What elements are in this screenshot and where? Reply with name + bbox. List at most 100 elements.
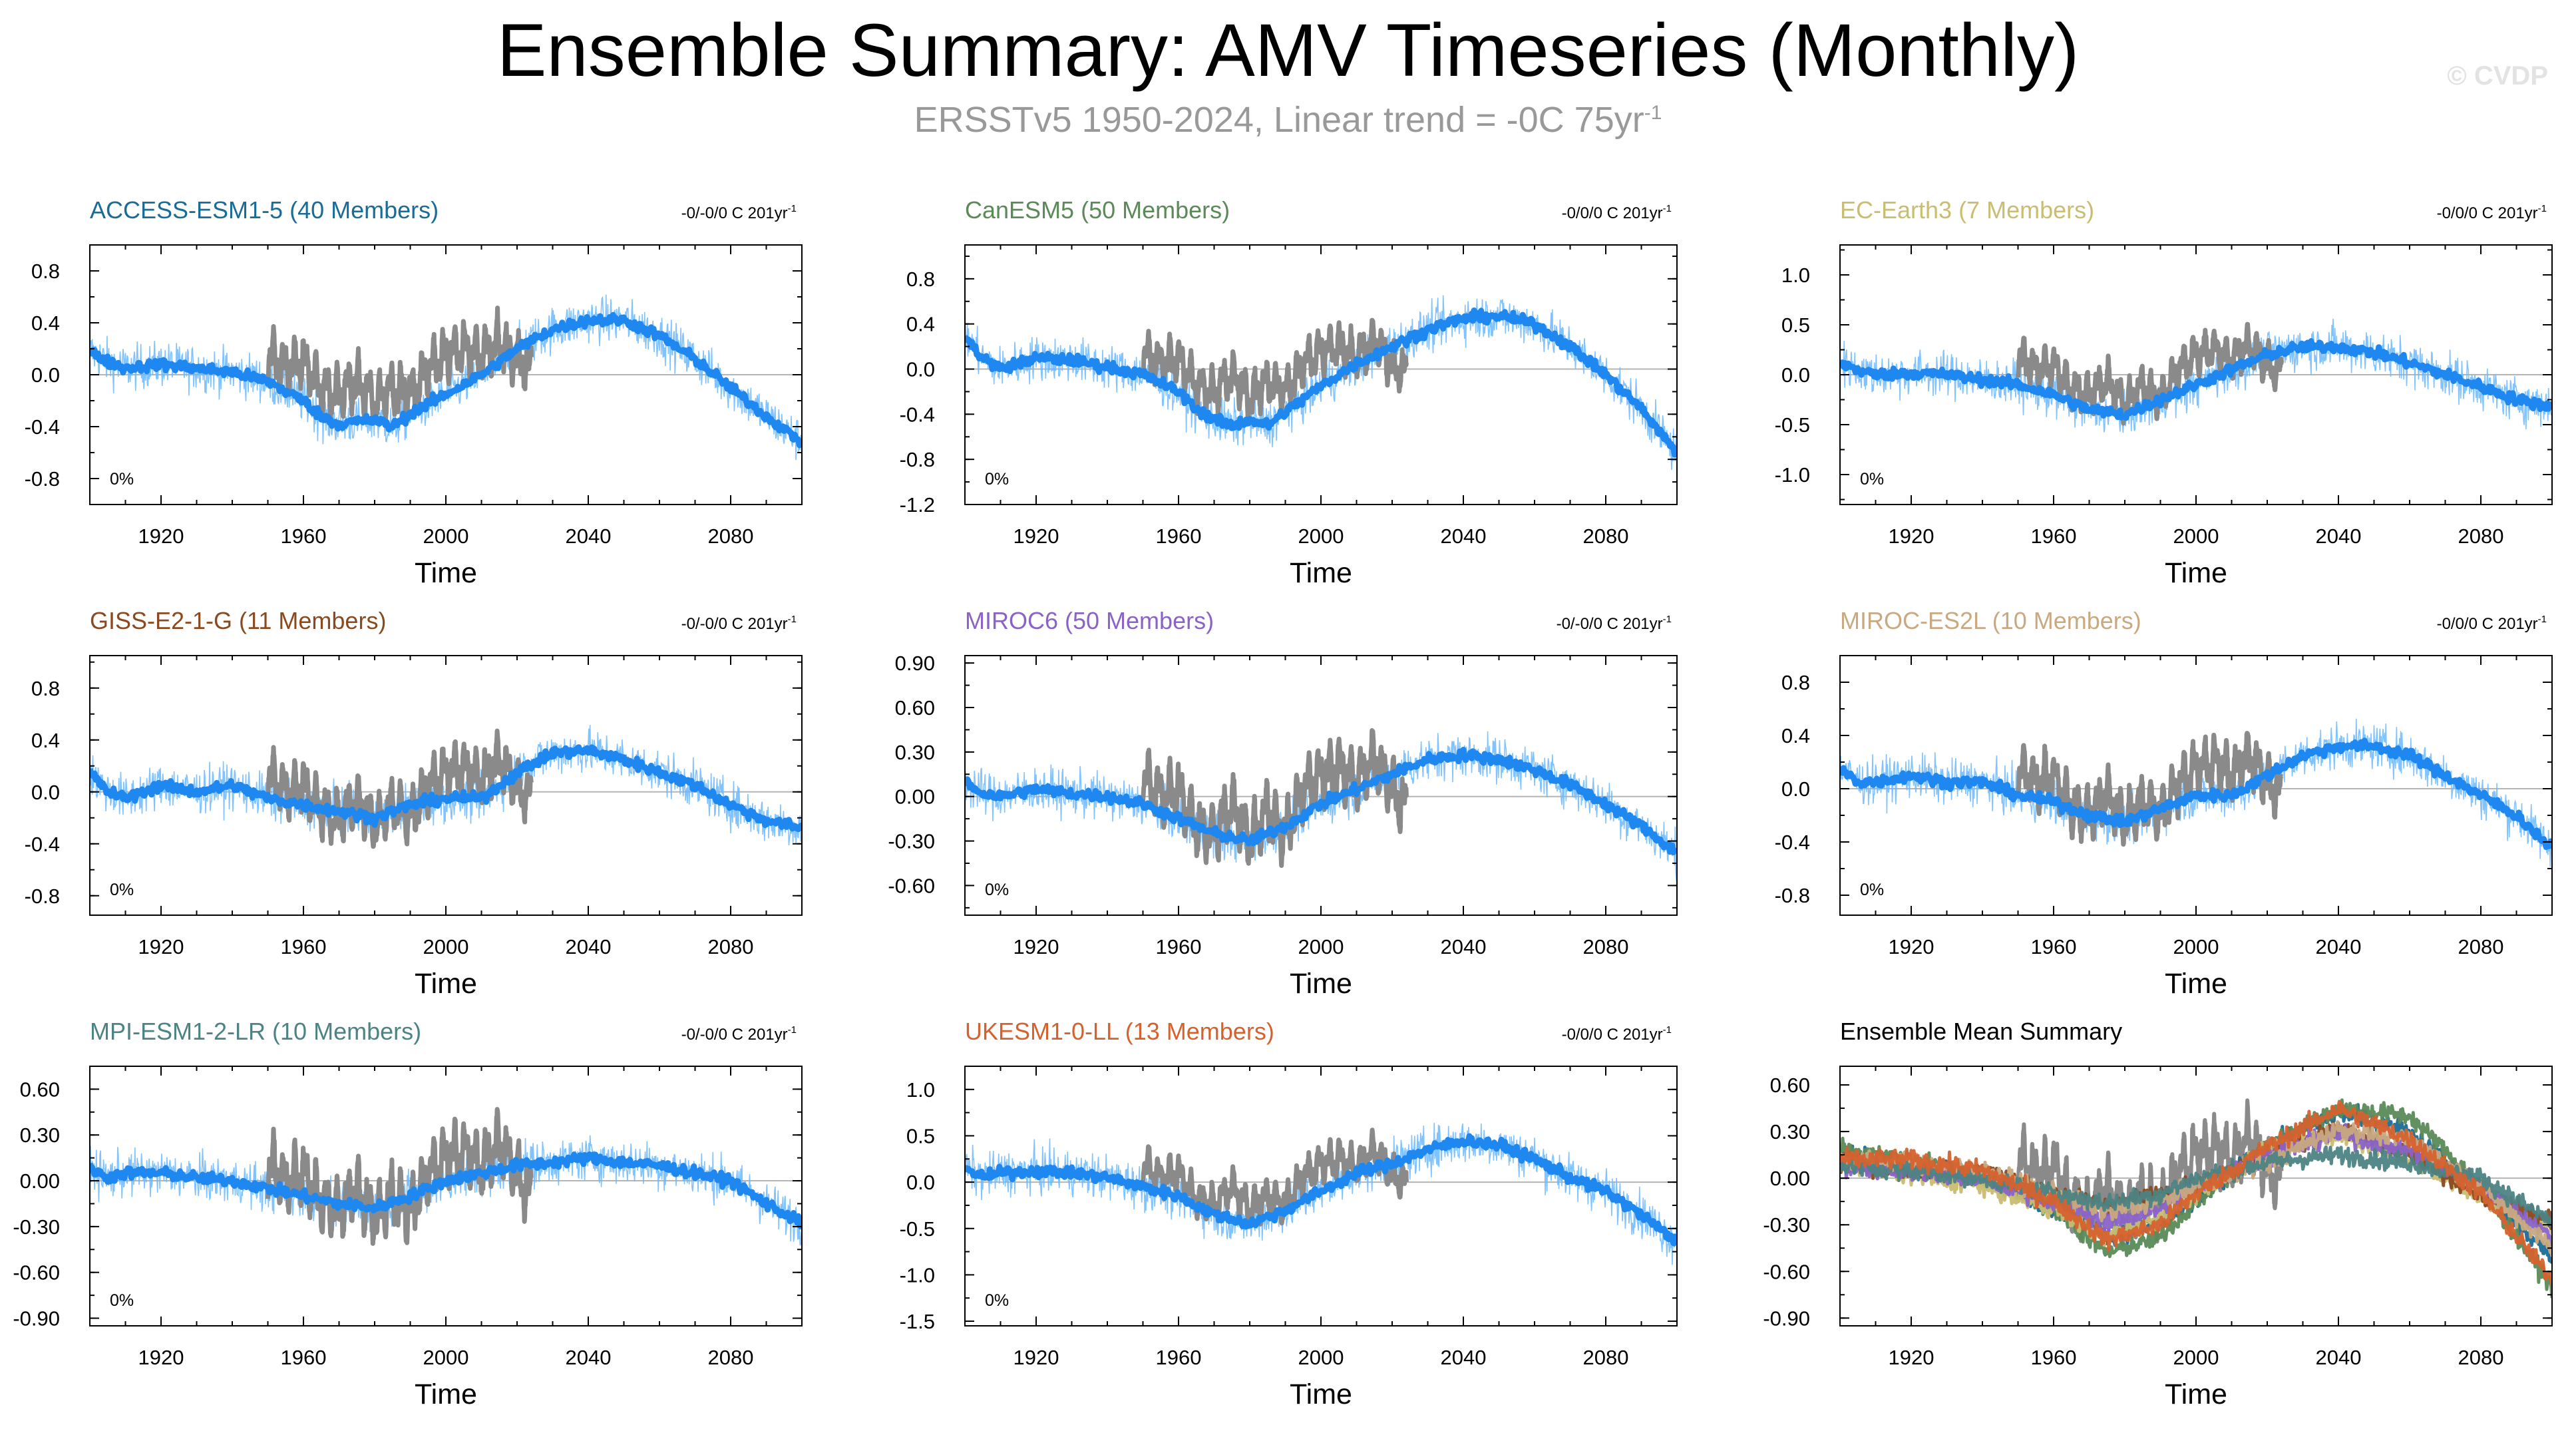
ensemble-mean-line bbox=[965, 307, 1677, 458]
trend-label-text: -0/-0/0 C 201yr bbox=[681, 1026, 788, 1044]
y-tick-label: 1.0 bbox=[1781, 264, 1810, 287]
trend-label: -0/-0/0 C 201yr-1 bbox=[681, 614, 797, 633]
series-line-mpi-esm1-2-lr bbox=[1840, 1145, 2552, 1227]
x-tick-label: 1960 bbox=[281, 1346, 327, 1369]
plot-area bbox=[90, 725, 802, 849]
y-tick-label: 0.0 bbox=[906, 358, 935, 381]
x-tick-label: 1960 bbox=[1156, 935, 1202, 958]
x-tick-label: 2080 bbox=[1583, 1346, 1629, 1369]
x-tick-label: 2000 bbox=[423, 524, 469, 548]
subtitle: ERSSTv5 1950-2024, Linear trend = -0C 75… bbox=[0, 99, 2576, 142]
y-tick-label: 0.8 bbox=[1781, 671, 1810, 694]
x-tick-label: 1920 bbox=[1013, 524, 1059, 548]
chart-panel-6: 1920 1960 2000 2040 2080 Time 0.60 0.30 0.00 -0.3… bbox=[13, 1018, 803, 1410]
x-tick-label: 1920 bbox=[1889, 1346, 1934, 1369]
observation-line bbox=[266, 1107, 534, 1246]
trend-label-superscript: -1 bbox=[788, 203, 797, 214]
y-tick-label: 0.30 bbox=[895, 741, 935, 764]
observation-line bbox=[1141, 317, 1409, 422]
subtitle-text: ERSSTv5 1950-2024, Linear trend = -0C 75… bbox=[914, 100, 1644, 140]
panel-title: CanESM5 (50 Members) bbox=[965, 196, 1230, 224]
y-tick-label: 0.0 bbox=[31, 781, 60, 804]
x-axis-label: Time bbox=[1290, 968, 1352, 1000]
chart-panel-2: 1920 1960 2000 2040 2080 Time 1.0 0.5 0.0 -0.5 -1.… bbox=[1775, 196, 2553, 589]
chart-panel-3: 1920 1960 2000 2040 2080 Time 0.8 0.4 0.0 -0.4 -0.… bbox=[25, 607, 803, 1000]
ensemble-spread-line bbox=[90, 294, 802, 461]
y-tick-label: -0.4 bbox=[1775, 831, 1810, 854]
trend-label-text: -0/-0/0 C 201yr bbox=[1557, 615, 1663, 633]
panel-title: ACCESS-ESM1-5 (40 Members) bbox=[90, 196, 439, 224]
x-tick-label: 1920 bbox=[1889, 935, 1934, 958]
ensemble-mean-line bbox=[965, 1133, 1677, 1247]
ensemble-mean-line bbox=[90, 744, 802, 833]
trend-label-superscript: -1 bbox=[2538, 614, 2547, 625]
y-tick-label: 0.0 bbox=[1781, 363, 1810, 387]
y-tick-label: -1.0 bbox=[900, 1263, 935, 1287]
x-tick-label: 2040 bbox=[566, 935, 612, 958]
trend-label-text: -0/-0/0 C 201yr bbox=[681, 204, 788, 222]
y-tick-label: -1.2 bbox=[900, 493, 935, 516]
y-tick-label: -0.8 bbox=[25, 467, 60, 491]
x-tick-label: 2000 bbox=[1298, 524, 1344, 548]
trend-label-superscript: -1 bbox=[1663, 614, 1672, 625]
y-tick-label: 0.4 bbox=[31, 311, 60, 335]
series-line-ukesm1-0-ll bbox=[1840, 1100, 2552, 1286]
plot-frame bbox=[89, 1066, 803, 1327]
y-tick-label: -0.90 bbox=[13, 1307, 60, 1330]
y-tick-label: -0.4 bbox=[25, 833, 60, 856]
x-tick-label: 1960 bbox=[1156, 1346, 1202, 1369]
y-tick-label: -0.8 bbox=[1775, 884, 1810, 907]
observation-line bbox=[1141, 1127, 1409, 1229]
y-tick-label: 0.4 bbox=[31, 729, 60, 752]
x-axis-label: Time bbox=[1290, 1378, 1352, 1410]
panel-title: MIROC-ES2L (10 Members) bbox=[1840, 607, 2141, 634]
x-tick-label: 1960 bbox=[281, 935, 327, 958]
ensemble-mean-line bbox=[965, 747, 1677, 856]
y-tick-label: -0.30 bbox=[888, 830, 935, 853]
y-tick-label: -0.30 bbox=[1763, 1213, 1810, 1237]
x-tick-label: 2000 bbox=[423, 1346, 469, 1369]
x-tick-label: 1960 bbox=[281, 524, 327, 548]
trend-label-text: -0/-0/0 C 201yr bbox=[681, 615, 788, 633]
ensemble-mean-line bbox=[90, 311, 802, 449]
trend-label-text: -0/0/0 C 201yr bbox=[2437, 204, 2538, 222]
plot-area bbox=[965, 728, 1677, 881]
y-tick-label: 0.60 bbox=[20, 1078, 60, 1101]
x-tick-label: 2040 bbox=[1441, 524, 1487, 548]
y-tick-label: -0.8 bbox=[900, 448, 935, 471]
percent-label: 0% bbox=[1860, 881, 1884, 899]
x-tick-label: 1920 bbox=[138, 935, 184, 958]
chart-panel-0: 1920 1960 2000 2040 2080 Time 0.8 0.4 0.0 -0.4 -0.… bbox=[25, 196, 803, 589]
y-tick-label: 0.8 bbox=[31, 677, 60, 700]
y-tick-label: 0.00 bbox=[1770, 1167, 1810, 1190]
trend-label: -0/-0/0 C 201yr-1 bbox=[681, 203, 797, 222]
x-tick-label: 2000 bbox=[2173, 935, 2219, 958]
chart-panel-4: 1920 1960 2000 2040 2080 Time 0.90 0.60 0.30 0.00… bbox=[888, 607, 1678, 1000]
y-tick-label: 0.4 bbox=[906, 313, 935, 336]
y-tick-label: -1.0 bbox=[1775, 463, 1810, 487]
x-tick-label: 1960 bbox=[1156, 524, 1202, 548]
panel-title: Ensemble Mean Summary bbox=[1840, 1018, 2122, 1045]
percent-label: 0% bbox=[110, 881, 134, 899]
y-tick-label: -1.5 bbox=[900, 1310, 935, 1333]
panel-title: GISS-E2-1-G (11 Members) bbox=[90, 607, 386, 634]
plot-area bbox=[90, 1107, 802, 1246]
x-tick-label: 2040 bbox=[2316, 935, 2362, 958]
plot-area bbox=[965, 295, 1677, 471]
observation-line bbox=[2016, 731, 2284, 847]
y-tick-label: -0.4 bbox=[25, 415, 60, 439]
x-tick-label: 2080 bbox=[2458, 1346, 2504, 1369]
trend-label-text: -0/0/0 C 201yr bbox=[2437, 615, 2538, 633]
x-tick-label: 1960 bbox=[2031, 524, 2077, 548]
trend-label-superscript: -1 bbox=[788, 1024, 797, 1036]
x-tick-label: 1920 bbox=[1889, 524, 1934, 548]
y-tick-label: 0.0 bbox=[1781, 777, 1810, 801]
trend-label-superscript: -1 bbox=[2538, 203, 2547, 214]
y-tick-label: 0.8 bbox=[31, 260, 60, 283]
y-tick-label: 0.0 bbox=[906, 1171, 935, 1194]
x-tick-label: 1960 bbox=[2031, 935, 2077, 958]
x-axis-label: Time bbox=[2165, 1378, 2227, 1410]
x-tick-label: 2080 bbox=[1583, 524, 1629, 548]
y-tick-label: 0.8 bbox=[906, 268, 935, 291]
subtitle-superscript: -1 bbox=[1644, 102, 1662, 124]
